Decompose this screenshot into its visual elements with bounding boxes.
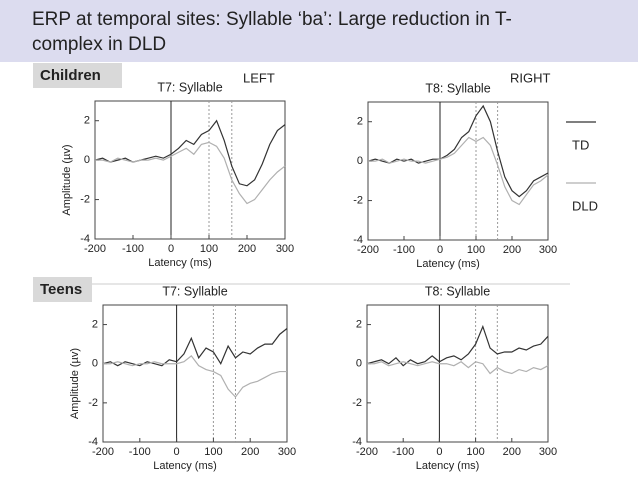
group-label: Teens [40,281,82,298]
plot-title: T7: Syllable [157,80,222,94]
plot-frame [367,101,549,241]
y-tick-label: -4 [80,233,90,245]
plot-title: T8: Syllable [425,284,490,298]
x-tick-label: 300 [278,446,296,458]
x-axis-label: Latency (ms) [148,257,212,269]
x-tick-label: -200 [357,244,379,256]
y-tick-label: 2 [84,115,90,127]
legend-label: DLD [572,198,598,213]
y-tick-label: 2 [357,116,363,128]
y-tick-label: 0 [357,155,363,167]
series-line [367,361,549,375]
x-tick-label: -200 [356,446,378,458]
x-tick-label: 0 [437,244,443,256]
y-tick-label: 2 [356,318,362,330]
x-tick-label: 0 [168,243,174,255]
side-label: RIGHT [510,70,551,85]
slide-title: complex in DLD [32,34,166,55]
x-tick-label: 0 [436,446,442,458]
x-tick-label: 200 [238,243,256,255]
y-tick-label: 2 [92,318,98,330]
series-line [366,324,549,367]
plot-title: T7: Syllable [162,284,227,298]
series-line [103,355,287,398]
x-axis-label: Latency (ms) [416,460,480,472]
x-tick-label: 300 [539,244,557,256]
y-tick-label: -2 [353,194,363,206]
group-box [33,63,122,88]
y-tick-label: 0 [92,358,98,370]
y-tick-label: -2 [88,397,98,409]
y-tick-label: -4 [353,234,363,246]
plot-frame [102,304,288,443]
slide-title: ERP at temporal sites: Syllable ‘ba’: La… [32,9,512,30]
y-tick-label: -4 [88,436,98,448]
x-axis-label: Latency (ms) [416,258,480,270]
x-tick-label: -100 [393,244,415,256]
x-axis-label: Latency (ms) [153,460,217,472]
series-line [367,104,549,198]
x-tick-label: 300 [539,446,557,458]
y-axis-label: Amplitude (µv) [69,348,81,419]
title-band [0,0,638,62]
x-tick-label: 0 [174,446,180,458]
x-tick-label: 100 [467,244,485,256]
x-tick-label: 200 [503,446,521,458]
y-tick-label: 0 [356,358,362,370]
plot-title: T8: Syllable [425,81,490,95]
x-tick-label: -200 [92,446,114,458]
side-label: LEFT [243,70,275,85]
x-tick-label: 300 [276,243,294,255]
series-line [102,328,288,367]
plot-frame [94,100,286,240]
x-tick-label: -100 [129,446,151,458]
plot-frame [366,304,549,443]
y-tick-label: -4 [352,436,362,448]
series-line [95,141,286,205]
x-tick-label: 200 [503,244,521,256]
x-tick-label: -200 [84,243,106,255]
x-tick-label: 100 [200,243,218,255]
x-tick-label: -100 [122,243,144,255]
y-tick-label: -2 [352,397,362,409]
group-label: Children [40,67,101,84]
y-tick-label: -2 [80,193,90,205]
x-tick-label: 100 [466,446,484,458]
y-tick-label: 0 [84,154,90,166]
legend-label: TD [572,137,589,152]
series-line [94,119,286,187]
x-tick-label: -100 [392,446,414,458]
y-axis-label: Amplitude (µv) [61,144,73,215]
group-box [33,277,92,302]
series-line [368,136,549,206]
x-tick-label: 100 [204,446,222,458]
x-tick-label: 200 [241,446,259,458]
